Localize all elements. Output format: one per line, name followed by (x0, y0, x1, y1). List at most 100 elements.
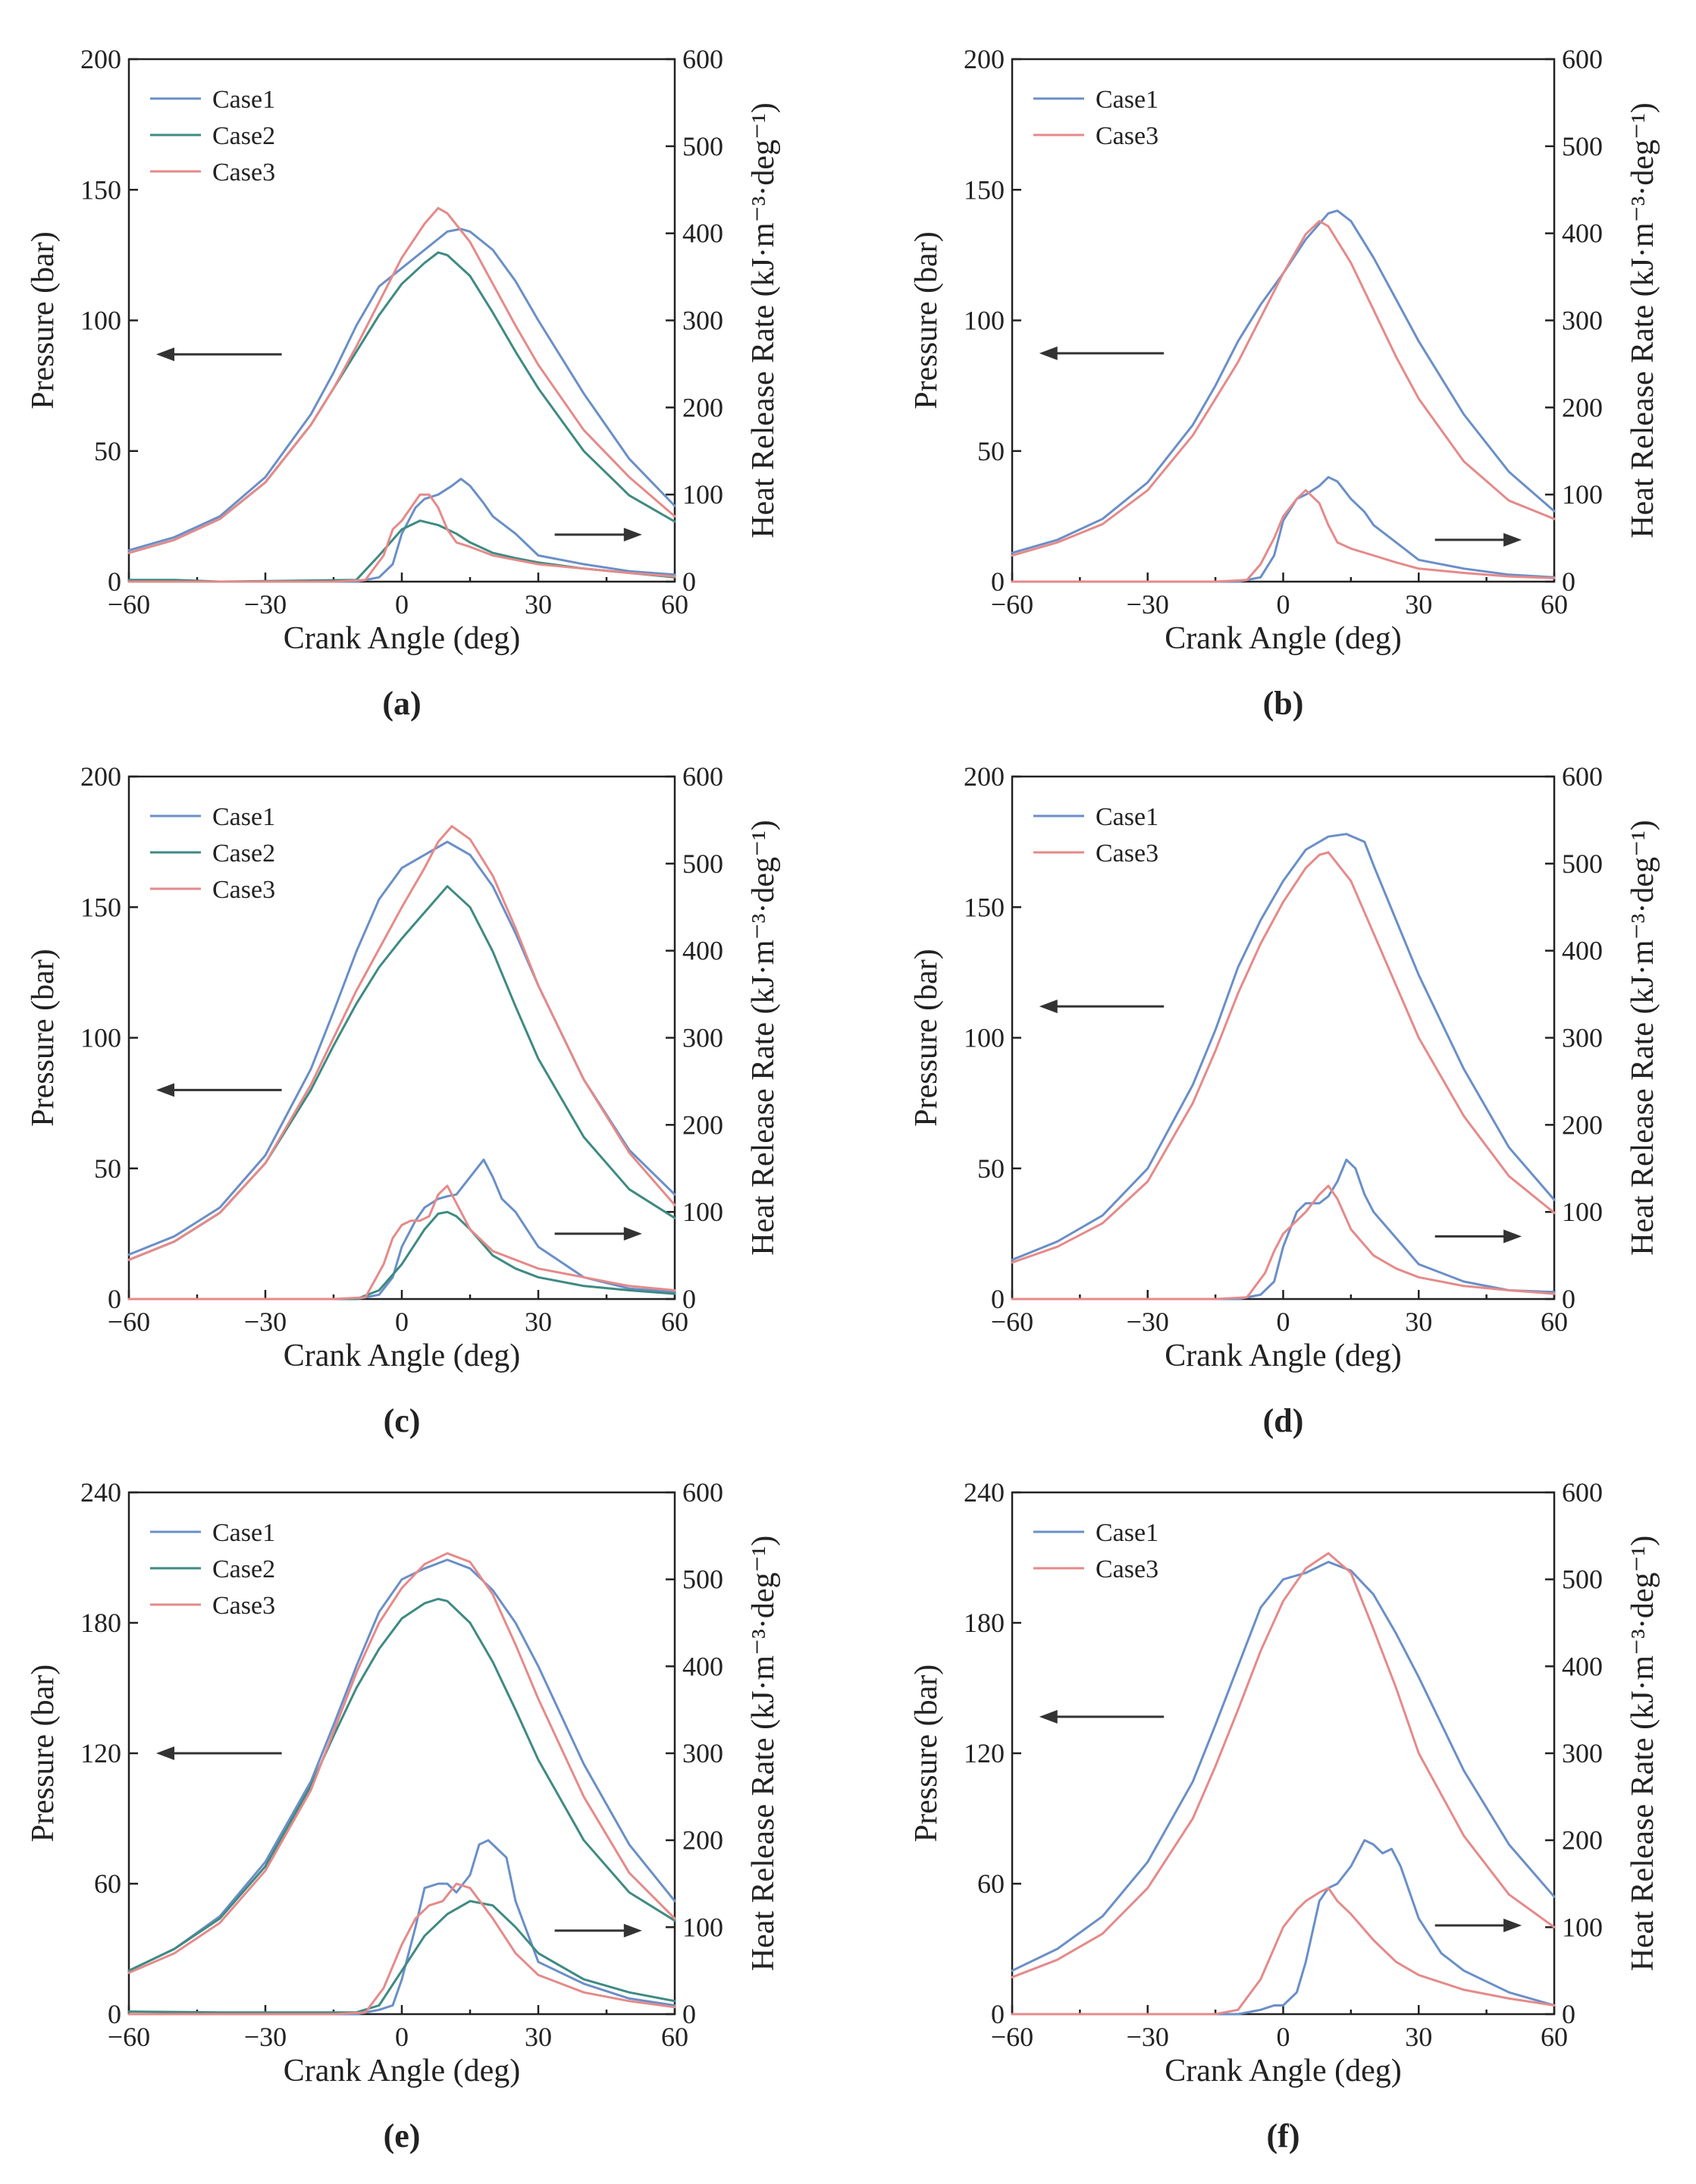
y-left-tick-label: 180 (964, 1608, 1005, 1638)
legend-label: Case1 (212, 803, 275, 831)
series-line-case1 (1011, 833, 1556, 1261)
y-left-tick-label: 50 (977, 1153, 1005, 1184)
legend-label: Case2 (212, 839, 275, 868)
series-line-case3 (127, 825, 676, 1261)
y-right-tick-label: 400 (1562, 218, 1603, 249)
y-left-tick-label: 0 (991, 1999, 1005, 2029)
x-tick-label: −60 (991, 589, 1033, 620)
x-tick-label: 0 (1277, 1307, 1290, 1337)
y-left-tick-label: 150 (80, 892, 121, 922)
y-left-tick-label: 120 (964, 1738, 1005, 1768)
y-right-tick-label: 0 (1562, 1999, 1575, 2029)
y-right-tick-label: 100 (1562, 1912, 1603, 1942)
legend-label: Case2 (212, 1555, 275, 1583)
y-right-tick-label: 600 (682, 1477, 723, 1508)
left-arrow-head (156, 347, 174, 362)
y-left-axis-title: Pressure (bar) (26, 1665, 61, 1842)
chart-panel-1: −60 −30 0 30 6005010015020001002003004005006… (26, 44, 781, 722)
legend-label: Case1 (212, 1519, 275, 1547)
y-right-tick-label: 0 (682, 566, 696, 597)
series-line-case3 (1011, 220, 1556, 557)
x-tick-label: −30 (1127, 1307, 1169, 1337)
x-tick-label: −30 (244, 1307, 287, 1337)
y-right-axis-title: Heat Release Rate (kJ·m⁻³·deg⁻¹) (1625, 1536, 1660, 1971)
y-right-axis-title: Heat Release Rate (kJ·m⁻³·deg⁻¹) (1625, 102, 1660, 538)
x-axis-title: Crank Angle (deg) (1165, 621, 1402, 656)
x-tick-label: −30 (1127, 589, 1169, 620)
x-axis-title: Crank Angle (deg) (1165, 2054, 1402, 2088)
y-right-tick-label: 200 (682, 1109, 723, 1140)
x-tick-label: 0 (1277, 2022, 1290, 2052)
y-right-tick-label: 600 (682, 761, 723, 792)
y-left-axis-title: Pressure (bar) (909, 231, 944, 409)
y-right-tick-label: 0 (1562, 1284, 1575, 1314)
x-tick-label: 60 (1541, 2022, 1568, 2052)
y-right-tick-label: 500 (682, 131, 723, 162)
right-arrow-head (623, 1226, 642, 1241)
x-tick-label: 30 (525, 1307, 552, 1337)
chart-panel-4: −60 −30 0 30 6005010015020001002003004005006… (909, 761, 1660, 1439)
y-left-axis-title: Pressure (bar) (909, 1665, 944, 1842)
y-right-tick-label: 300 (682, 1023, 723, 1053)
y-right-tick-label: 500 (682, 1564, 723, 1595)
y-left-tick-label: 0 (991, 566, 1005, 597)
series-line-case1 (127, 228, 676, 552)
series-line-case3 (127, 206, 676, 554)
y-left-axis-title: Pressure (bar) (909, 949, 944, 1126)
y-right-tick-label: 200 (682, 392, 723, 422)
y-left-tick-label: 0 (991, 1284, 1005, 1314)
y-right-tick-label: 400 (682, 936, 723, 966)
y-right-axis-title: Heat Release Rate (kJ·m⁻³·deg⁻¹) (1625, 820, 1660, 1255)
left-arrow-head (1039, 1709, 1058, 1724)
y-right-tick-label: 200 (1562, 1109, 1603, 1140)
chart-panel-2: −60 −30 0 30 6005010015020001002003004005006… (909, 44, 1660, 722)
y-left-tick-label: 200 (964, 761, 1005, 792)
right-arrow-head (1503, 1229, 1522, 1244)
legend-label: Case2 (212, 122, 275, 150)
y-left-tick-label: 240 (80, 1477, 121, 1508)
series-line-case1 (1011, 1561, 1556, 1972)
y-right-tick-label: 500 (1562, 1564, 1603, 1595)
right-arrow-head (1503, 1919, 1522, 1933)
y-left-tick-label: 150 (80, 174, 121, 205)
series-line-case1 (1011, 209, 1556, 554)
x-tick-label: 30 (1405, 1307, 1432, 1337)
legend-label: Case3 (212, 1592, 275, 1620)
y-right-tick-label: 600 (1562, 761, 1603, 792)
y-right-tick-label: 500 (1562, 849, 1603, 879)
x-tick-label: 30 (1405, 589, 1432, 620)
y-right-tick-label: 300 (1562, 1023, 1603, 1053)
x-tick-label: 60 (661, 1307, 688, 1337)
series-line-case1 (127, 1558, 676, 1972)
y-left-tick-label: 100 (80, 306, 121, 336)
panel-caption: (c) (384, 1402, 421, 1439)
right-arrow-head (623, 527, 642, 541)
legend-label: Case1 (1096, 86, 1158, 114)
series-line-case1-hrr (1011, 1158, 1556, 1301)
chart-panel-3: −60 −30 0 30 6005010015020001002003004005006… (26, 761, 781, 1439)
x-tick-label: 0 (395, 1307, 409, 1337)
right-arrow-head (623, 1923, 642, 1938)
y-left-tick-label: 50 (977, 436, 1005, 466)
y-left-tick-label: 200 (964, 44, 1005, 74)
x-tick-label: −30 (244, 2022, 287, 2052)
x-tick-label: −30 (1127, 2022, 1169, 2052)
series-line-case2-hrr (127, 1900, 676, 2014)
series-line-case1-hrr (127, 1839, 676, 2016)
y-left-tick-label: 60 (977, 1869, 1005, 1899)
x-tick-label: −60 (991, 2022, 1033, 2052)
y-left-tick-label: 120 (80, 1738, 121, 1768)
x-tick-label: 30 (1405, 2022, 1432, 2052)
x-axis-title: Crank Angle (deg) (1165, 1338, 1402, 1373)
y-right-tick-label: 200 (1562, 1825, 1603, 1856)
series-line-case3 (1011, 851, 1556, 1264)
x-tick-label: 30 (525, 589, 552, 620)
x-tick-label: −60 (991, 1307, 1033, 1337)
legend-label: Case3 (1096, 839, 1158, 868)
y-left-axis-title: Pressure (bar) (26, 949, 61, 1126)
y-right-tick-label: 0 (1562, 566, 1575, 597)
legend-label: Case3 (1096, 122, 1158, 150)
y-right-tick-label: 500 (682, 849, 723, 879)
y-right-axis-title: Heat Release Rate (kJ·m⁻³·deg⁻¹) (746, 820, 781, 1255)
y-right-tick-label: 400 (1562, 1651, 1603, 1681)
